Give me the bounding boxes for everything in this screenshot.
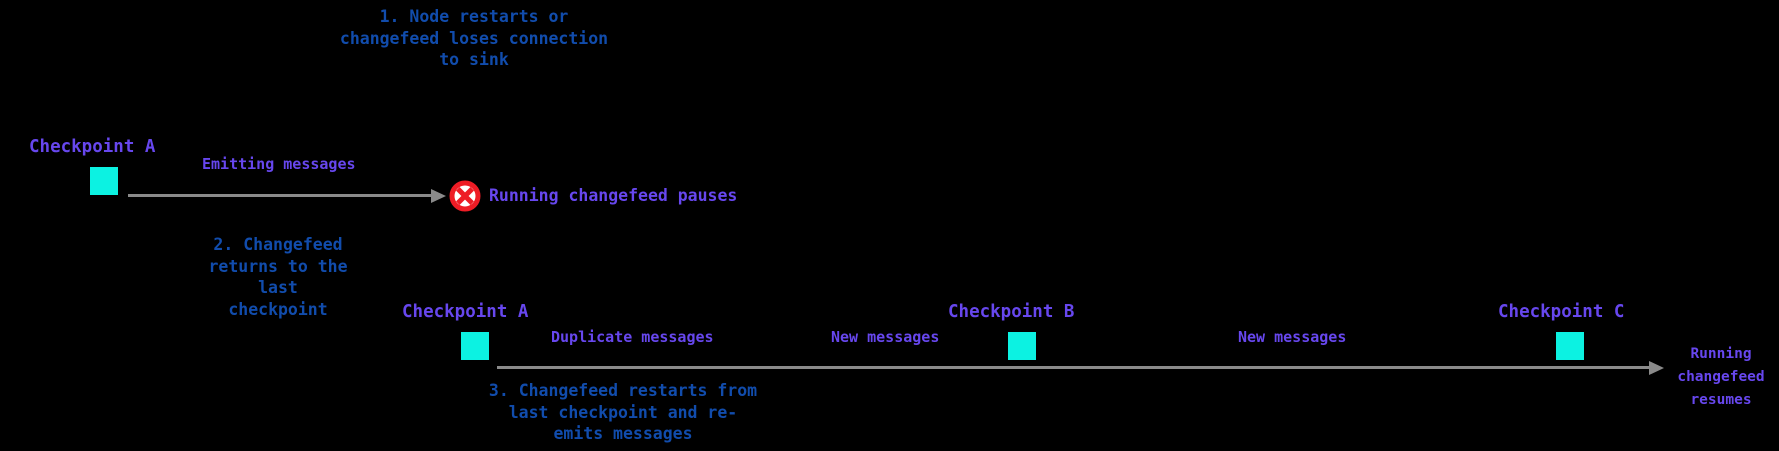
error-x-circle-icon	[449, 180, 481, 212]
timeline1-arrow-line	[128, 194, 432, 197]
timeline2-checkpoint-b-marker	[1008, 332, 1036, 360]
timeline2-checkpoint-b-label: Checkpoint B	[948, 302, 1075, 322]
resume-label: Running changefeed resumes	[1677, 346, 1765, 408]
timeline2-checkpoint-a-label: Checkpoint A	[402, 302, 529, 322]
step2-annotation: 2. Changefeed returns to the last checkp…	[208, 235, 348, 319]
timeline2-arrow-line	[497, 366, 1650, 369]
new-messages-label-1: New messages	[831, 328, 940, 346]
pause-label: Running changefeed pauses	[489, 186, 738, 205]
duplicate-messages-label: Duplicate messages	[551, 328, 714, 346]
step3-annotation: 3. Changefeed restarts from last checkpo…	[488, 381, 758, 443]
step1-annotation: 1. Node restarts or changefeed loses con…	[339, 7, 609, 69]
new-messages-label-2: New messages	[1238, 328, 1347, 346]
timeline2-checkpoint-c-marker	[1556, 332, 1584, 360]
timeline2-checkpoint-c-label: Checkpoint C	[1498, 302, 1625, 322]
timeline2-checkpoint-a-marker	[461, 332, 489, 360]
timeline1-checkpoint-a-label: Checkpoint A	[29, 137, 156, 157]
emitting-messages-label: Emitting messages	[202, 155, 356, 173]
timeline2-arrowhead	[1649, 360, 1664, 375]
timeline1-checkpoint-a-marker	[90, 167, 118, 195]
timeline1-arrowhead	[431, 188, 446, 203]
